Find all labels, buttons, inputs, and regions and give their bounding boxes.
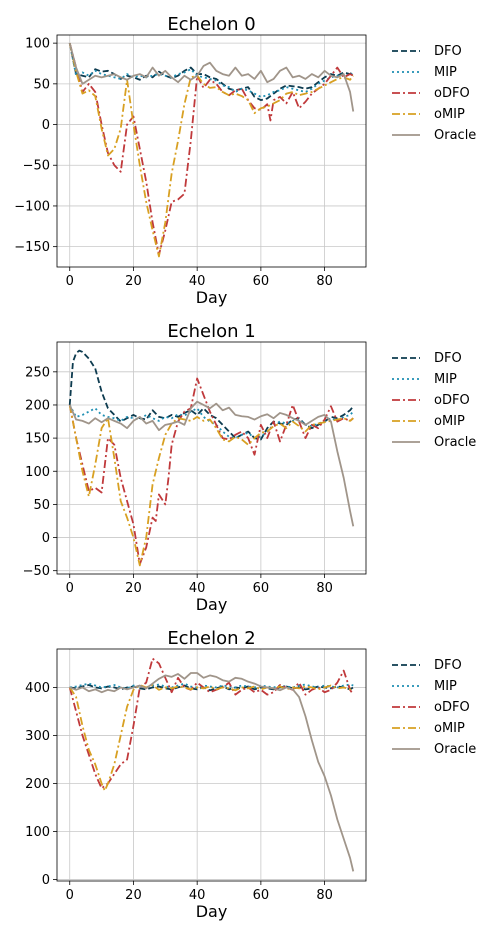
legend-label-mip: MIP — [434, 679, 457, 694]
series-line-dfo — [68, 42, 354, 102]
y-tick-label: 0 — [42, 118, 50, 133]
x-tick-label: 40 — [189, 888, 206, 903]
plot-frame — [56, 341, 367, 575]
x-axis-label: Day — [196, 288, 228, 307]
series-line-odfo — [68, 377, 354, 565]
y-tick-label: 100 — [25, 465, 50, 480]
legend-label-dfo: DFO — [434, 351, 462, 366]
series-line-dfo — [68, 349, 354, 441]
legend-label-mip: MIP — [434, 372, 457, 387]
y-tick-label: 200 — [25, 777, 50, 792]
y-tick-label: −150 — [14, 240, 50, 255]
series-line-mip — [68, 42, 354, 98]
legend-label-odfo: oDFO — [434, 393, 470, 408]
series-line-oracle — [68, 42, 355, 112]
series-line-odfo — [68, 657, 355, 790]
legend-label-omip: oMIP — [434, 414, 465, 429]
x-tick-label: 40 — [189, 274, 206, 289]
legend-label-odfo: oDFO — [434, 700, 470, 715]
plot-frame — [56, 648, 367, 882]
legend: DFO MIP oDFO oMIP Oracle — [392, 351, 476, 450]
legend-label-oracle: Oracle — [434, 128, 476, 143]
y-tick-label: 300 — [25, 729, 50, 744]
series-line-omip — [68, 404, 354, 567]
series-line-oracle — [68, 400, 355, 527]
series-line-omip — [68, 42, 354, 258]
chart-0: 0 20 40 60 80 100 50 0 −50 −100 −150 Echelon 0 Day DF… — [14, 14, 476, 307]
y-tick-label: −50 — [23, 159, 50, 174]
series-line-mip — [69, 682, 354, 690]
series-line-odfo — [68, 42, 354, 256]
x-tick-label: 0 — [66, 888, 74, 903]
legend-label-oracle: Oracle — [434, 435, 476, 450]
x-tick-label: 20 — [125, 274, 142, 289]
x-tick-label: 0 — [66, 581, 74, 596]
y-tick-label: 400 — [25, 681, 50, 696]
series-line-oracle — [69, 672, 355, 872]
x-tick-label: 80 — [316, 581, 333, 596]
y-tick-label: −50 — [23, 564, 50, 579]
y-tick-label: 0 — [42, 873, 50, 888]
legend: DFO MIP oDFO oMIP Oracle — [392, 44, 476, 143]
legend: DFO MIP oDFO oMIP Oracle — [392, 658, 476, 757]
x-tick-label: 40 — [189, 581, 206, 596]
legend-label-dfo: DFO — [434, 658, 462, 673]
x-tick-label: 20 — [125, 581, 142, 596]
y-tick-label: 200 — [25, 398, 50, 413]
y-tick-label: 50 — [33, 498, 50, 513]
y-tick-label: −100 — [14, 199, 50, 214]
chart-title: Echelon 1 — [167, 321, 255, 342]
y-tick-label: 150 — [25, 432, 50, 447]
x-tick-label: 60 — [253, 581, 270, 596]
x-tick-label: 80 — [316, 888, 333, 903]
chart-title: Echelon 2 — [167, 628, 255, 649]
x-tick-label: 0 — [66, 274, 74, 289]
legend-label-dfo: DFO — [434, 44, 462, 59]
legend-label-mip: MIP — [434, 65, 457, 80]
y-tick-label: 0 — [42, 531, 50, 546]
chart-title: Echelon 0 — [167, 14, 255, 35]
plot-frame — [56, 34, 367, 268]
legend-label-oracle: Oracle — [434, 742, 476, 757]
y-tick-label: 100 — [25, 825, 50, 840]
legend-label-omip: oMIP — [434, 721, 465, 736]
y-tick-label: 250 — [25, 365, 50, 380]
chart-2: 0 20 40 60 80 400 300 200 100 0 Echelon 2 Day DFO MIP… — [25, 628, 476, 921]
x-tick-label: 20 — [125, 888, 142, 903]
x-axis-label: Day — [196, 595, 228, 614]
x-tick-label: 80 — [316, 274, 333, 289]
y-tick-label: 100 — [25, 37, 50, 52]
y-tick-label: 50 — [33, 77, 50, 92]
legend-label-odfo: oDFO — [434, 86, 470, 101]
legend-label-omip: oMIP — [434, 107, 465, 122]
chart-1: 0 20 40 60 80 250 200 150 100 50 0 −50 Echelon 1 Day D… — [23, 321, 477, 614]
x-tick-label: 60 — [253, 274, 270, 289]
x-axis-label: Day — [196, 902, 228, 921]
x-tick-label: 60 — [253, 888, 270, 903]
series-line-omip — [68, 684, 354, 792]
